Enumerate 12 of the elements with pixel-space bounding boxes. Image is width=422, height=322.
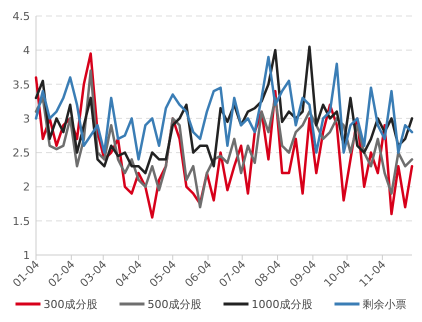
y-tick-label: 3.5 xyxy=(12,78,30,92)
y-tick-label: 4 xyxy=(23,44,30,58)
y-tick-label: 4.5 xyxy=(12,10,30,23)
y-tick-label: 1.5 xyxy=(12,214,30,228)
y-tick-label: 1 xyxy=(23,249,30,262)
y-tick-label: 2.5 xyxy=(12,146,30,160)
y-tick-label: 2 xyxy=(23,180,30,194)
legend-label: 1000成分股 xyxy=(252,298,312,311)
legend-label: 300成分股 xyxy=(44,298,98,311)
legend-label: 500成分股 xyxy=(148,298,202,311)
legend-label: 剩余小票 xyxy=(362,298,406,311)
y-tick-label: 3 xyxy=(23,112,30,126)
